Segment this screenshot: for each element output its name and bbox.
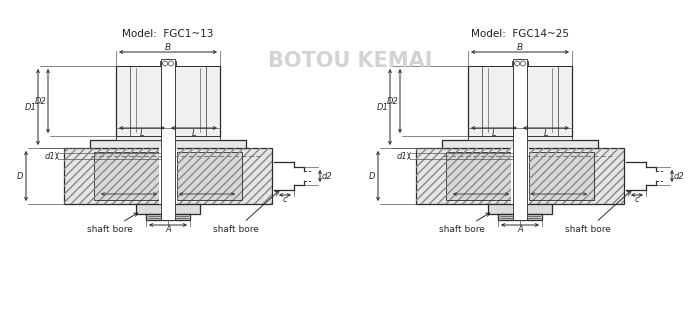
Bar <box>513 59 527 220</box>
Text: c: c <box>635 195 639 204</box>
Text: C: C <box>517 127 523 136</box>
Bar <box>527 66 572 136</box>
Bar <box>116 66 161 136</box>
Text: C: C <box>167 190 172 199</box>
Circle shape <box>514 61 519 66</box>
Bar <box>161 59 175 220</box>
Text: D: D <box>17 171 23 180</box>
Text: A: A <box>165 224 171 233</box>
Text: shaft bore: shaft bore <box>213 191 279 234</box>
Text: B: B <box>165 42 171 52</box>
Text: H: H <box>573 184 579 194</box>
Bar <box>94 152 159 200</box>
Text: C: C <box>165 127 171 136</box>
Bar <box>512 61 528 66</box>
Text: A: A <box>517 224 523 233</box>
Circle shape <box>162 61 167 66</box>
Text: d2: d2 <box>673 171 685 180</box>
Text: D2: D2 <box>35 97 47 106</box>
Text: L: L <box>140 128 144 137</box>
Bar <box>511 148 529 204</box>
Bar <box>468 136 572 140</box>
Text: L: L <box>192 128 196 137</box>
Bar <box>146 214 190 220</box>
Text: c: c <box>283 195 287 204</box>
Text: H: H <box>221 184 227 194</box>
Bar <box>529 152 594 200</box>
Text: D: D <box>369 171 375 180</box>
Text: L: L <box>491 128 496 137</box>
Bar <box>159 148 177 204</box>
Text: D1: D1 <box>377 103 389 112</box>
Text: D1: D1 <box>25 103 37 112</box>
Bar <box>488 204 552 214</box>
Text: C: C <box>518 190 524 199</box>
Text: d1: d1 <box>45 152 55 161</box>
Bar <box>442 140 598 148</box>
Text: L: L <box>544 128 548 137</box>
Bar <box>498 214 542 220</box>
Bar <box>468 66 513 136</box>
Bar <box>416 148 624 204</box>
Text: shaft bore: shaft bore <box>87 213 138 234</box>
Text: Model:  FGC14~25: Model: FGC14~25 <box>471 29 569 39</box>
Bar <box>90 140 246 148</box>
Bar <box>177 152 242 200</box>
Text: D2: D2 <box>387 97 399 106</box>
Text: d2: d2 <box>321 171 332 180</box>
Bar <box>177 152 242 200</box>
Bar <box>136 204 200 214</box>
Bar <box>116 136 220 140</box>
Text: H: H <box>461 184 467 194</box>
Bar <box>64 148 272 204</box>
Circle shape <box>169 61 174 66</box>
Text: shaft bore: shaft bore <box>565 191 631 234</box>
Bar <box>160 61 176 66</box>
Bar <box>529 152 594 200</box>
Text: shaft bore: shaft bore <box>439 213 490 234</box>
Bar <box>446 152 511 200</box>
Text: H: H <box>109 184 115 194</box>
Text: Model:  FGC1~13: Model: FGC1~13 <box>122 29 214 39</box>
Bar <box>175 66 220 136</box>
Bar <box>446 152 511 200</box>
Bar <box>64 148 272 204</box>
Text: d1: d1 <box>397 152 407 161</box>
Text: B: B <box>517 42 523 52</box>
Text: BOTOU KEMAI: BOTOU KEMAI <box>268 51 432 71</box>
Bar <box>94 152 159 200</box>
Bar <box>416 148 624 204</box>
Circle shape <box>521 61 526 66</box>
